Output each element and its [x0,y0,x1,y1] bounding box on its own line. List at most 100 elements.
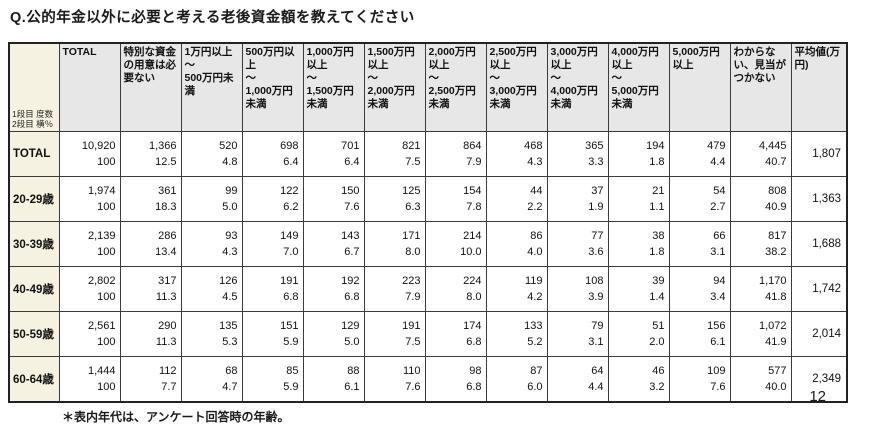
count-value: 1,444 [87,365,116,377]
data-cell: 66 3.1 [668,221,731,267]
column-header-8: 3,000万円以上 ～ 4,000万円未満 [546,42,609,132]
page-number: 12 [809,388,826,405]
column-header-2: 1万円以上 ～ 500万円未満 [180,42,243,132]
percent-value: 5.3 [222,336,238,348]
percent-value: 18.3 [155,201,177,213]
data-cell: 86 4.0 [485,221,548,267]
legend-line-percent: 2段目 横％ [12,119,54,129]
data-cell: 88 6.1 [302,356,365,403]
percent-value: 7.5 [405,336,421,348]
count-value: 68 [225,365,238,377]
data-cell: 39 1.4 [607,266,670,312]
count-value: 109 [707,365,726,377]
count-value: 191 [280,275,299,287]
data-cell: 51 2.0 [607,311,670,357]
percent-value: 6.0 [527,381,543,393]
count-value: 119 [524,275,543,287]
count-value: 520 [219,140,238,152]
count-value: 66 [713,230,726,242]
percent-value: 7.9 [405,291,421,303]
count-value: 192 [341,275,360,287]
data-cell: 122 6.2 [241,176,304,222]
data-cell: 44 2.2 [485,176,548,222]
data-cell: 87 6.0 [485,356,548,403]
data-cell: 2,802 100 [58,266,121,312]
count-value: 77 [591,230,604,242]
count-value: 21 [652,185,665,197]
percent-value: 2.2 [527,201,543,213]
data-cell: 150 7.6 [302,176,365,222]
data-cell: 109 7.6 [668,356,731,403]
data-cell: 191 6.8 [241,266,304,312]
count-value: 46 [652,365,665,377]
count-value: 133 [524,320,543,332]
percent-value: 40.9 [765,201,787,213]
percent-value: 8.0 [405,246,421,258]
table-row-40-49歳: 40-49歳 2,802 100 317 11.3 126 4.5 191 6.8 192 6.8 2… [8,266,848,312]
count-value: 151 [280,320,299,332]
percent-value: 6.3 [405,201,421,213]
table-row-20-29歳: 20-29歳 1,974 100 361 18.3 99 5.0 122 6.2 150 7.6 12… [8,176,848,222]
count-value: 10,920 [81,140,116,152]
percent-value: 13.4 [155,246,177,258]
percent-value: 100 [97,291,116,303]
percent-value: 4.4 [588,381,604,393]
percent-value: 2.7 [710,201,726,213]
average-value-cell: 2,014 [790,311,848,357]
percent-value: 7.6 [405,381,421,393]
data-cell: 191 7.5 [363,311,426,357]
data-cell: 821 7.5 [363,131,426,177]
data-cell: 468 4.3 [485,131,548,177]
data-cell: 54 2.7 [668,176,731,222]
count-value: 108 [585,275,604,287]
count-value: 479 [707,140,726,152]
data-cell: 174 6.8 [424,311,487,357]
data-cell: 129 5.0 [302,311,365,357]
table-footnote: ＊表内年代は、アンケート回答時の年齢。 [62,410,290,424]
percent-value: 38.2 [765,246,787,258]
percent-value: 7.9 [466,156,482,168]
count-value: 112 [158,365,177,377]
percent-value: 41.8 [765,291,787,303]
percent-value: 7.5 [405,156,421,168]
column-header-10: 5,000万円以上 [668,42,731,132]
column-header-4: 1,000万円以上 ～ 1,500万円未満 [302,42,365,132]
data-cell: 125 6.3 [363,176,426,222]
data-cell: 214 10.0 [424,221,487,267]
data-cell: 577 40.0 [729,356,792,403]
table-row-60-64歳: 60-64歳 1,444 100 112 7.7 68 4.7 85 5.9 88 6.1 110 7.… [8,356,848,403]
survey-result-table: 1段目 度数 2段目 横％ TOTAL 特別な資金の用意は必要ない 1万円以上 ～ … [8,42,848,403]
count-value: 214 [463,230,482,242]
percent-value: 5.9 [283,381,299,393]
column-header-11: わからない、見当がつかない [729,42,792,132]
percent-value: 3.1 [710,246,726,258]
data-cell: 698 6.4 [241,131,304,177]
count-value: 577 [768,365,787,377]
column-header-1: 特別な資金の用意は必要ない [119,42,182,132]
percent-value: 3.3 [588,156,604,168]
data-cell: 192 6.8 [302,266,365,312]
data-cell: 37 1.9 [546,176,609,222]
percent-value: 8.0 [466,291,482,303]
count-value: 64 [591,365,604,377]
percent-value: 4.3 [527,156,543,168]
data-cell: 112 7.7 [119,356,182,403]
data-cell: 108 3.9 [546,266,609,312]
percent-value: 100 [97,156,116,168]
percent-value: 7.6 [710,381,726,393]
data-cell: 156 6.1 [668,311,731,357]
data-cell: 21 1.1 [607,176,670,222]
count-value: 817 [768,230,787,242]
count-value: 125 [402,185,421,197]
percent-value: 6.8 [344,291,360,303]
average-value-cell: 1,807 [790,131,848,177]
data-cell: 479 4.4 [668,131,731,177]
header-row: 1段目 度数 2段目 横％ TOTAL 特別な資金の用意は必要ない 1万円以上 ～ … [8,42,848,132]
average-value-cell: 1,688 [790,221,848,267]
percent-value: 5.2 [527,336,543,348]
percent-value: 1.1 [649,201,665,213]
data-cell: 317 11.3 [119,266,182,312]
count-value: 2,561 [87,320,116,332]
column-header-0: TOTAL [58,42,121,132]
count-value: 2,802 [87,275,116,287]
